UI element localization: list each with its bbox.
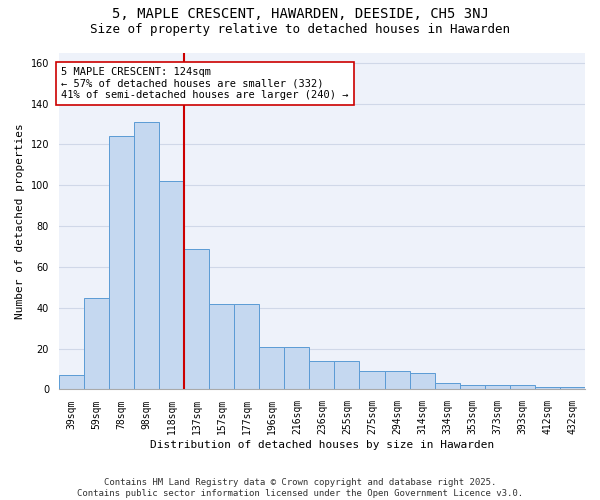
- Bar: [359, 371, 385, 390]
- Bar: [59, 375, 84, 390]
- Y-axis label: Number of detached properties: Number of detached properties: [15, 123, 25, 319]
- Bar: [535, 388, 560, 390]
- Text: Size of property relative to detached houses in Hawarden: Size of property relative to detached ho…: [90, 22, 510, 36]
- Bar: [84, 298, 109, 390]
- Bar: [159, 181, 184, 390]
- Bar: [485, 386, 510, 390]
- Bar: [284, 346, 310, 390]
- Bar: [134, 122, 159, 390]
- X-axis label: Distribution of detached houses by size in Hawarden: Distribution of detached houses by size …: [150, 440, 494, 450]
- Bar: [460, 386, 485, 390]
- Bar: [510, 386, 535, 390]
- Bar: [184, 248, 209, 390]
- Bar: [310, 361, 334, 390]
- Bar: [410, 373, 434, 390]
- Bar: [234, 304, 259, 390]
- Bar: [334, 361, 359, 390]
- Text: 5, MAPLE CRESCENT, HAWARDEN, DEESIDE, CH5 3NJ: 5, MAPLE CRESCENT, HAWARDEN, DEESIDE, CH…: [112, 8, 488, 22]
- Text: 5 MAPLE CRESCENT: 124sqm
← 57% of detached houses are smaller (332)
41% of semi-: 5 MAPLE CRESCENT: 124sqm ← 57% of detach…: [61, 67, 349, 100]
- Bar: [209, 304, 234, 390]
- Bar: [259, 346, 284, 390]
- Bar: [385, 371, 410, 390]
- Bar: [434, 384, 460, 390]
- Bar: [560, 388, 585, 390]
- Text: Contains HM Land Registry data © Crown copyright and database right 2025.
Contai: Contains HM Land Registry data © Crown c…: [77, 478, 523, 498]
- Bar: [109, 136, 134, 390]
